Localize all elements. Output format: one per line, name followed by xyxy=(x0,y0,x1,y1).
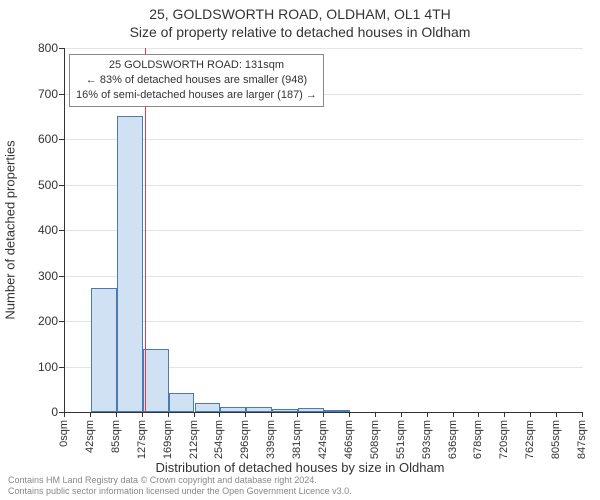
xtick-mark xyxy=(478,412,479,417)
xtick-label: 678sqm xyxy=(472,420,484,459)
histogram-bar xyxy=(220,407,246,412)
xtick-mark xyxy=(297,412,298,417)
xtick-mark xyxy=(401,412,402,417)
xtick-label: 805sqm xyxy=(550,420,562,459)
xtick-mark xyxy=(556,412,557,417)
gridline xyxy=(65,185,583,186)
gridline xyxy=(65,321,583,322)
xtick-label: 762sqm xyxy=(524,420,536,459)
xtick-label: 593sqm xyxy=(421,420,433,459)
histogram-bar xyxy=(324,410,350,412)
chart-title-line2: Size of property relative to detached ho… xyxy=(0,24,600,40)
gridline xyxy=(65,276,583,277)
xtick-label: 551sqm xyxy=(395,420,407,459)
annotation-line-1: 25 GOLDSWORTH ROAD: 131sqm xyxy=(76,58,317,73)
footer-attribution: Contains HM Land Registry data © Crown c… xyxy=(8,475,352,496)
ytick-label: 100 xyxy=(38,360,58,374)
histogram-bar xyxy=(195,403,221,412)
xtick-label: 424sqm xyxy=(317,420,329,459)
xtick-mark xyxy=(194,412,195,417)
gridline xyxy=(65,230,583,231)
ytick-label: 400 xyxy=(38,223,58,237)
xtick-mark xyxy=(530,412,531,417)
xtick-mark xyxy=(245,412,246,417)
xtick-label: 508sqm xyxy=(369,420,381,459)
plot-area: 25 GOLDSWORTH ROAD: 131sqm ← 83% of deta… xyxy=(64,48,583,413)
histogram-bar xyxy=(169,393,195,412)
xtick-mark xyxy=(582,412,583,417)
footer-line-2: Contains public sector information licen… xyxy=(8,486,352,496)
xtick-mark xyxy=(453,412,454,417)
xtick-label: 381sqm xyxy=(291,420,303,459)
xtick-label: 85sqm xyxy=(110,420,122,453)
xtick-label: 339sqm xyxy=(265,420,277,459)
chart-container: 25, GOLDSWORTH ROAD, OLDHAM, OL1 4TH Siz… xyxy=(0,0,600,500)
xtick-mark xyxy=(504,412,505,417)
xtick-mark xyxy=(64,412,65,417)
footer-line-1: Contains HM Land Registry data © Crown c… xyxy=(8,475,352,485)
xtick-mark xyxy=(116,412,117,417)
xtick-mark xyxy=(142,412,143,417)
xtick-mark xyxy=(323,412,324,417)
histogram-bar xyxy=(298,408,324,412)
ytick-label: 800 xyxy=(38,41,58,55)
x-axis-label: Distribution of detached houses by size … xyxy=(0,460,600,475)
ytick-label: 700 xyxy=(38,87,58,101)
histogram-bar xyxy=(91,288,117,412)
histogram-bar xyxy=(246,407,272,412)
xtick-label: 847sqm xyxy=(576,420,588,459)
ytick-label: 600 xyxy=(38,132,58,146)
xtick-mark xyxy=(375,412,376,417)
xtick-label: 466sqm xyxy=(343,420,355,459)
xtick-label: 254sqm xyxy=(213,420,225,459)
xtick-label: 720sqm xyxy=(498,420,510,459)
annotation-line-2: ← 83% of detached houses are smaller (94… xyxy=(76,73,317,88)
ytick-label: 0 xyxy=(51,405,58,419)
ytick-label: 300 xyxy=(38,269,58,283)
xtick-label: 127sqm xyxy=(136,420,148,459)
histogram-bar xyxy=(143,349,169,412)
xtick-mark xyxy=(168,412,169,417)
chart-title-line1: 25, GOLDSWORTH ROAD, OLDHAM, OL1 4TH xyxy=(0,6,600,22)
xtick-mark xyxy=(349,412,350,417)
xtick-label: 212sqm xyxy=(188,420,200,459)
gridline xyxy=(65,48,583,49)
xtick-mark xyxy=(427,412,428,417)
xtick-mark xyxy=(90,412,91,417)
gridline xyxy=(65,139,583,140)
histogram-bar xyxy=(272,409,298,412)
annotation-box: 25 GOLDSWORTH ROAD: 131sqm ← 83% of deta… xyxy=(69,54,324,107)
ytick-label: 200 xyxy=(38,314,58,328)
xtick-label: 0sqm xyxy=(58,420,70,447)
ytick-label: 500 xyxy=(38,178,58,192)
xtick-label: 169sqm xyxy=(162,420,174,459)
xtick-label: 296sqm xyxy=(239,420,251,459)
y-axis-label: Number of detached properties xyxy=(3,140,18,319)
xtick-mark xyxy=(219,412,220,417)
xtick-label: 636sqm xyxy=(447,420,459,459)
annotation-line-3: 16% of semi-detached houses are larger (… xyxy=(76,88,317,103)
xtick-mark xyxy=(271,412,272,417)
histogram-bar xyxy=(117,116,143,412)
xtick-label: 42sqm xyxy=(84,420,96,453)
